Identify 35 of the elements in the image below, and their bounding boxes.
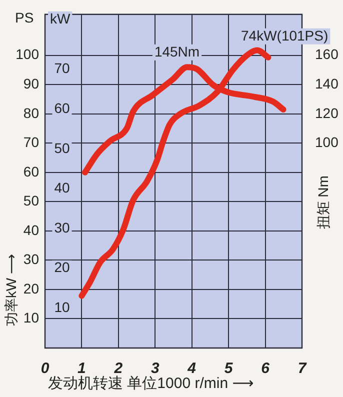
y2-axis-title: 扭矩 Nm bbox=[314, 176, 331, 230]
y3-tick-label: 20 bbox=[54, 259, 70, 276]
y-tick-label: 70 bbox=[23, 134, 40, 150]
y-tick-label: 30 bbox=[23, 251, 40, 268]
y2-tick-label: 120 bbox=[315, 104, 339, 121]
annotation: kW bbox=[50, 10, 71, 26]
x-tick-label: 3 bbox=[150, 360, 160, 378]
x-tick-label: 6 bbox=[261, 360, 270, 378]
x-tick-label: 2 bbox=[113, 360, 124, 378]
y-tick-label: 60 bbox=[23, 163, 40, 180]
y3-tick-label: 50 bbox=[54, 140, 70, 156]
y-tick-label: 50 bbox=[23, 192, 40, 209]
x-tick-label: 0 bbox=[40, 360, 50, 378]
y3-tick-label: 60 bbox=[54, 100, 70, 116]
y2-tick-label: 100 bbox=[315, 134, 339, 150]
y3-tick-label: 30 bbox=[54, 219, 70, 236]
y-axis-title: 功率kW ⟶ bbox=[2, 254, 19, 326]
y-tick-label: 10 bbox=[23, 310, 40, 326]
y2-tick-label: 160 bbox=[315, 46, 339, 62]
x-axis-title: 发动机转速 单位1000 r/min ⟶ bbox=[48, 375, 254, 392]
y-tick-label: 90 bbox=[23, 75, 40, 92]
text: PS bbox=[15, 9, 34, 26]
y3-tick-label: 70 bbox=[54, 60, 70, 76]
y3-tick-label: 40 bbox=[54, 180, 70, 196]
x-tick-label: 4 bbox=[186, 360, 197, 378]
annotation: 74kW(101PS) bbox=[241, 27, 328, 44]
y-tick-label: 40 bbox=[23, 222, 40, 238]
y-tick-label: 100 bbox=[16, 46, 40, 62]
y-tick-label: 20 bbox=[23, 280, 40, 296]
x-tick-label: 7 bbox=[298, 360, 307, 378]
y3-tick-label: 10 bbox=[54, 299, 70, 316]
annotation: 145Nm bbox=[154, 43, 200, 60]
x-tick-label: 5 bbox=[224, 360, 234, 378]
y-tick-label: 80 bbox=[23, 104, 40, 121]
y2-tick-label: 140 bbox=[315, 75, 339, 92]
